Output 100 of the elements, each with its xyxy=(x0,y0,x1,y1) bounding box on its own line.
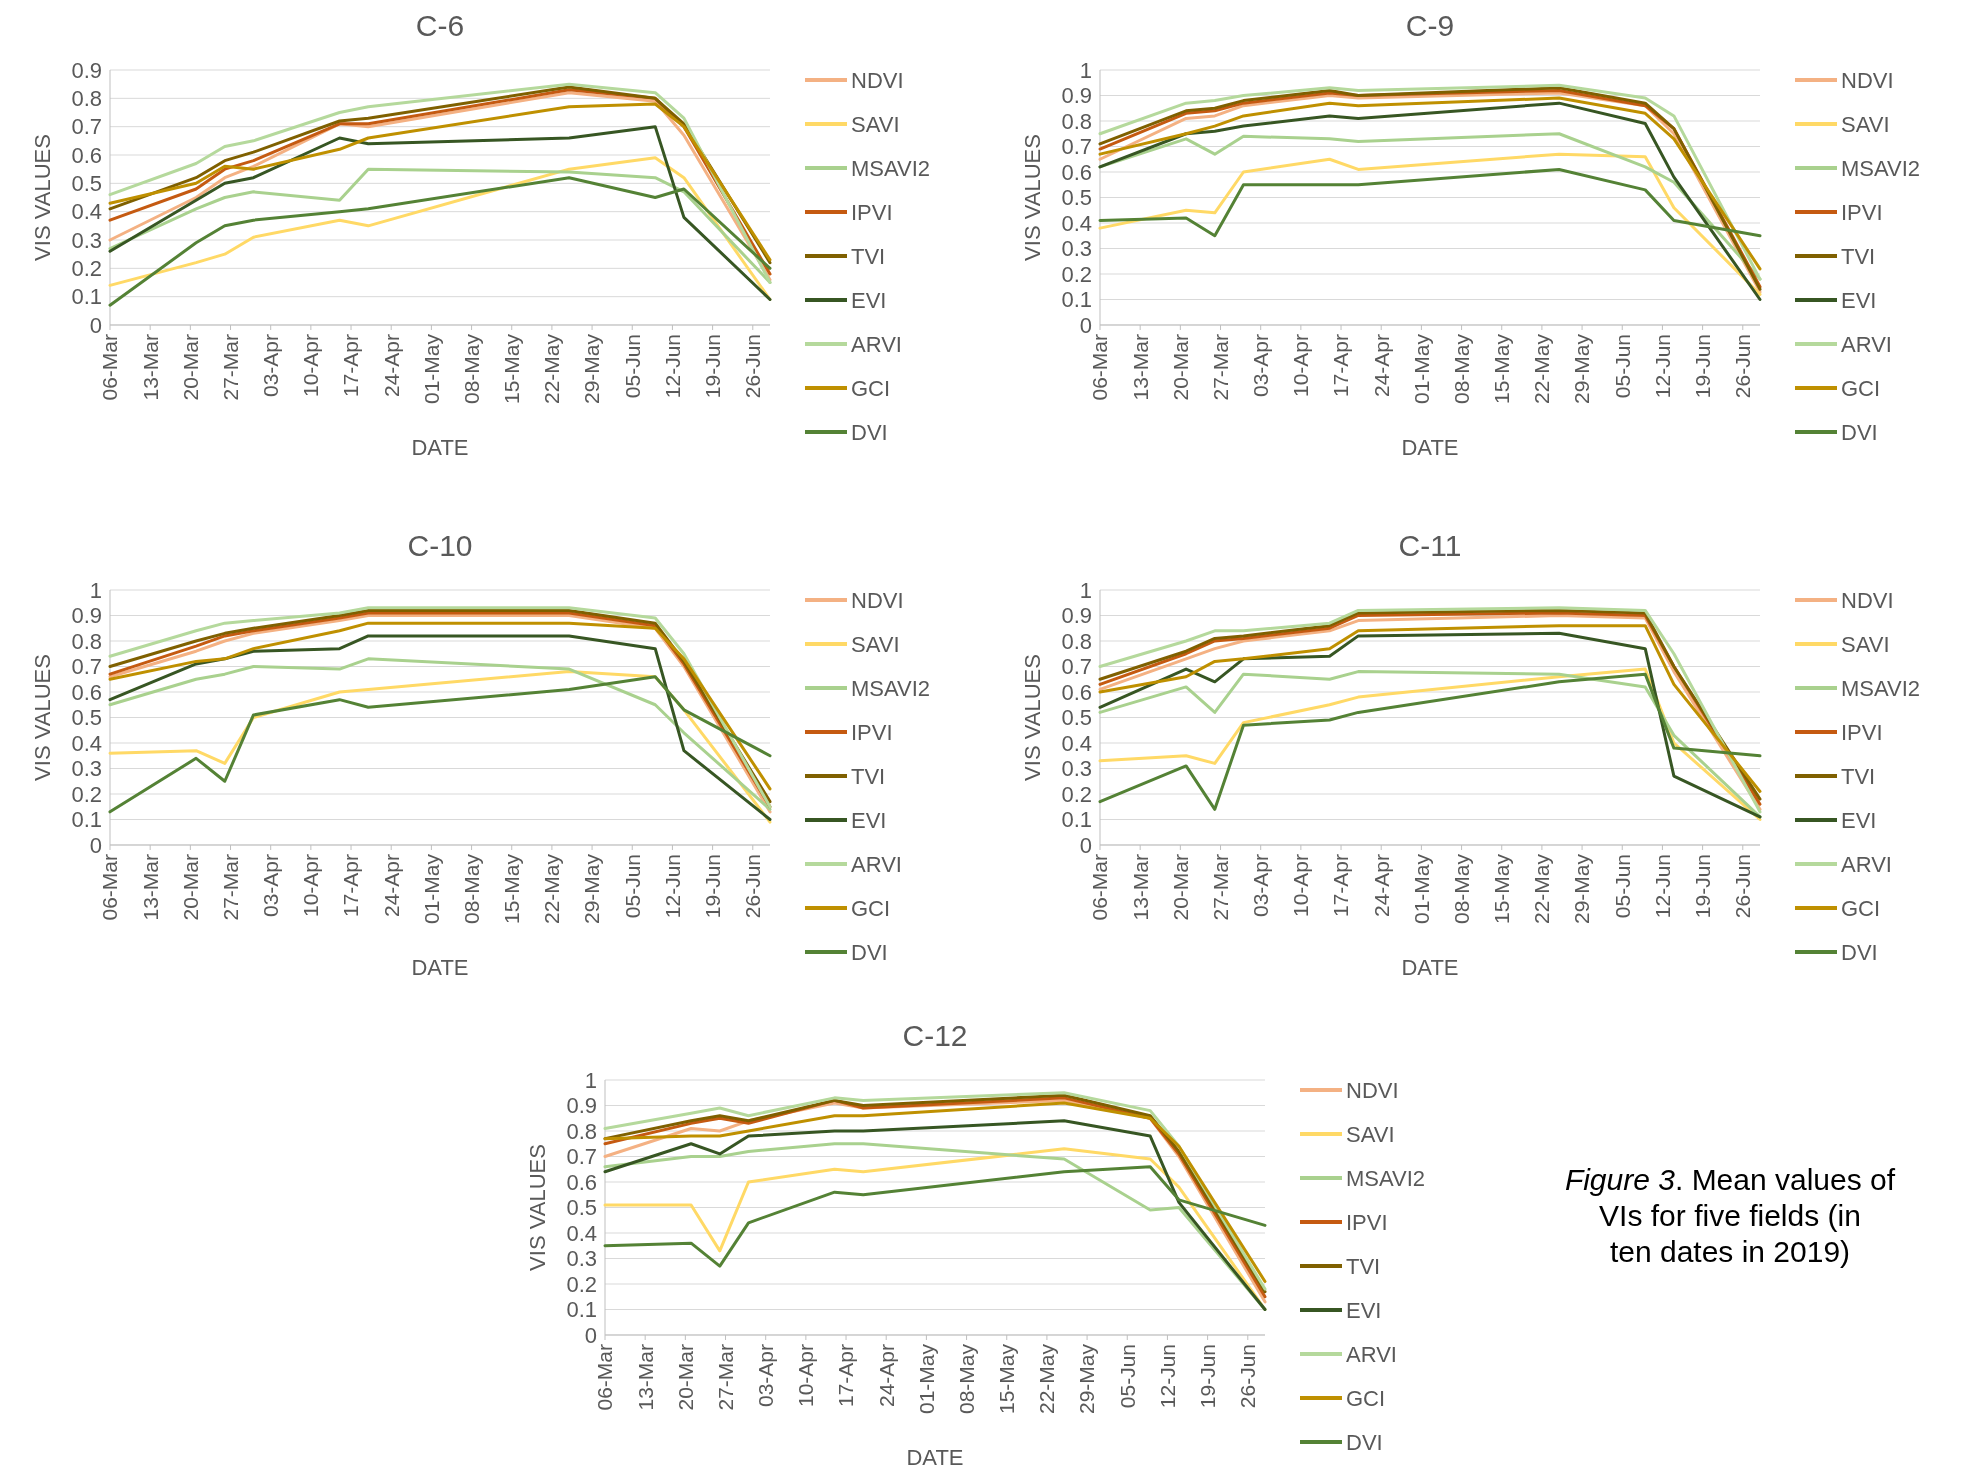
legend-label: ARVI xyxy=(851,331,902,357)
y-tick-label: 0.5 xyxy=(1061,705,1092,731)
line-series xyxy=(1098,152,1762,296)
x-tick-label: 27-Mar xyxy=(713,1344,737,1411)
x-axis-title: DATE xyxy=(906,1445,964,1470)
y-tick-label: 0.8 xyxy=(71,628,102,654)
y-tick-label: 0.1 xyxy=(1061,287,1092,313)
x-tick-label: 20-Mar xyxy=(178,854,202,921)
y-tick-label: 0.3 xyxy=(1061,236,1092,262)
legend-label: DVI xyxy=(1841,939,1878,965)
y-tick-label: 0.7 xyxy=(566,1144,597,1170)
x-tick-label: 12-Jun xyxy=(1650,334,1674,399)
x-tick-label: 19-Jun xyxy=(700,854,724,919)
x-tick-label: 05-Jun xyxy=(1610,854,1634,919)
legend-label: NDVI xyxy=(1841,587,1894,613)
line-series xyxy=(1098,167,1762,238)
legend-label: DVI xyxy=(851,939,888,965)
y-tick-label: 0.5 xyxy=(1061,185,1092,211)
y-tick-label: 0.7 xyxy=(71,114,102,140)
legend-label: EVI xyxy=(1841,807,1877,833)
y-tick-label: 0.7 xyxy=(71,654,102,680)
x-tick-label: 22-May xyxy=(1530,333,1554,405)
x-tick-label: 19-Jun xyxy=(1690,334,1714,399)
x-tick-label: 08-May xyxy=(1449,333,1473,405)
x-tick-label: 03-Apr xyxy=(1249,853,1273,918)
y-axis-title: VIS VALUES xyxy=(525,1144,550,1271)
legend-label: EVI xyxy=(1346,1297,1382,1323)
x-tick-label: 15-May xyxy=(500,333,524,405)
y-tick-label: 0.6 xyxy=(566,1169,597,1195)
x-tick-label: 27-Mar xyxy=(1208,334,1232,401)
x-tick-label: 22-May xyxy=(1530,853,1554,925)
x-tick-label: 22-May xyxy=(540,853,564,925)
x-tick-label: 08-May xyxy=(1449,853,1473,925)
x-tick-label: 27-Mar xyxy=(1208,854,1232,921)
x-tick-label: 29-May xyxy=(1570,333,1594,405)
legend-label: SAVI xyxy=(1841,631,1890,657)
y-tick-label: 0.8 xyxy=(566,1118,597,1144)
x-tick-label: 15-May xyxy=(1490,853,1514,925)
x-tick-label: 29-May xyxy=(580,853,604,925)
y-tick-label: 1 xyxy=(1079,57,1092,83)
x-tick-label: 24-Apr xyxy=(379,333,403,398)
x-tick-label: 01-May xyxy=(1409,333,1433,405)
y-tick-label: 0.5 xyxy=(71,171,102,197)
x-tick-label: 15-May xyxy=(1490,333,1514,405)
x-tick-label: 20-Mar xyxy=(1168,854,1192,921)
y-tick-label: 1 xyxy=(89,577,102,603)
y-tick-label: 0.9 xyxy=(1061,603,1092,629)
x-tick-label: 10-Apr xyxy=(1289,333,1313,398)
y-tick-label: 0.4 xyxy=(1061,730,1092,756)
y-tick-label: 0.8 xyxy=(1061,108,1092,134)
x-tick-label: 17-Apr xyxy=(339,333,363,398)
line-series xyxy=(108,176,772,307)
y-tick-label: 0.1 xyxy=(1061,807,1092,833)
legend-label: IPVI xyxy=(851,199,893,225)
x-tick-label: 12-Jun xyxy=(660,854,684,919)
y-tick-label: 0.8 xyxy=(71,86,102,112)
x-tick-label: 05-Jun xyxy=(1610,334,1634,399)
x-tick-label: 12-Jun xyxy=(1155,1344,1179,1409)
chart-title: C-9 xyxy=(1405,9,1455,42)
y-tick-label: 0.6 xyxy=(1061,679,1092,705)
y-tick-label: 0.3 xyxy=(1061,756,1092,782)
x-tick-label: 10-Apr xyxy=(1289,853,1313,918)
line-series xyxy=(603,1165,1267,1268)
y-tick-label: 0.4 xyxy=(1061,210,1092,236)
legend-label: TVI xyxy=(851,763,886,789)
x-tick-label: 10-Apr xyxy=(299,853,323,918)
legend-label: TVI xyxy=(1841,243,1876,269)
y-tick-label: 0.5 xyxy=(71,705,102,731)
legend-label: IPVI xyxy=(1841,199,1883,225)
y-tick-label: 0.3 xyxy=(566,1246,597,1272)
x-tick-label: 03-Apr xyxy=(259,853,283,918)
legend-label: ARVI xyxy=(1346,1341,1397,1367)
y-tick-label: 0.7 xyxy=(1061,134,1092,160)
y-tick-label: 0.9 xyxy=(566,1093,597,1119)
x-tick-label: 13-Mar xyxy=(138,334,162,401)
chart-title: C-6 xyxy=(415,9,465,42)
y-tick-label: 0.1 xyxy=(71,284,102,310)
x-tick-label: 26-Jun xyxy=(741,854,765,919)
x-tick-label: 08-May xyxy=(459,853,483,925)
x-tick-label: 13-Mar xyxy=(138,854,162,921)
x-tick-label: 03-Apr xyxy=(1249,333,1273,398)
x-tick-label: 26-Jun xyxy=(1731,854,1755,919)
y-axis-title: VIS VALUES xyxy=(1020,654,1045,781)
chart-title: C-10 xyxy=(407,529,473,562)
legend-label: NDVI xyxy=(1346,1077,1399,1103)
legend-label: EVI xyxy=(851,807,887,833)
x-tick-label: 15-May xyxy=(500,853,524,925)
legend-label: SAVI xyxy=(1346,1121,1395,1147)
x-tick-label: 26-Jun xyxy=(1236,1344,1260,1409)
legend-label: GCI xyxy=(851,375,891,401)
x-tick-label: 29-May xyxy=(1075,1343,1099,1415)
x-tick-label: 17-Apr xyxy=(1329,333,1353,398)
x-tick-label: 26-Jun xyxy=(741,334,765,399)
y-axis-title: VIS VALUES xyxy=(1020,134,1045,261)
x-tick-label: 03-Apr xyxy=(259,333,283,398)
x-tick-label: 05-Jun xyxy=(1115,1344,1139,1409)
y-tick-label: 0.9 xyxy=(1061,83,1092,109)
y-tick-label: 0.9 xyxy=(71,603,102,629)
legend-label: IPVI xyxy=(1841,719,1883,745)
x-tick-label: 29-May xyxy=(580,333,604,405)
